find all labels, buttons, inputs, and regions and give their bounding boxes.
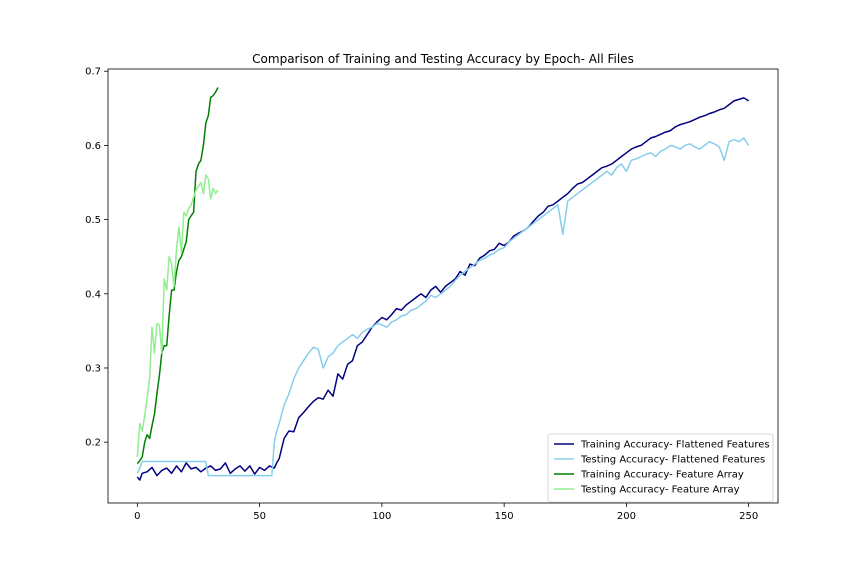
plot-area <box>136 87 750 481</box>
axes: 0 50 100 150 200 250 0.2 0.3 0.4 0.5 0.6 0.7 <box>85 67 779 522</box>
series-line-4 <box>136 174 219 458</box>
y-tick-label: 0.7 <box>85 67 101 78</box>
legend-label: Training Accuracy- Flattened Features <box>580 440 770 451</box>
y-tick-label: 0.4 <box>85 289 101 300</box>
legend-label: Testing Accuracy- Feature Array <box>580 485 740 496</box>
series-line-1 <box>136 97 750 481</box>
legend-label: Training Accuracy- Feature Array <box>580 470 744 481</box>
y-tick-label: 0.5 <box>85 215 101 226</box>
y-tick-label: 0.2 <box>85 438 101 449</box>
x-tick-label: 250 <box>739 511 758 522</box>
legend-box <box>547 433 774 503</box>
x-tick-label: 150 <box>495 511 514 522</box>
legend: Training Accuracy- Flattened Features Tes… <box>547 433 774 503</box>
y-tick-label: 0.3 <box>85 363 101 374</box>
y-tick-label: 0.6 <box>85 141 101 152</box>
x-tick-label: 0 <box>134 511 140 522</box>
x-tick-label: 50 <box>253 511 266 522</box>
legend-label: Testing Accuracy- Flattened Features <box>580 455 765 466</box>
plot-frame <box>107 68 779 504</box>
series-line-3 <box>136 87 219 465</box>
x-tick-label: 200 <box>617 511 636 522</box>
chart-title: Comparison of Training and Testing Accur… <box>252 52 634 66</box>
x-tick-label: 100 <box>372 511 391 522</box>
series-line-2 <box>136 137 750 477</box>
